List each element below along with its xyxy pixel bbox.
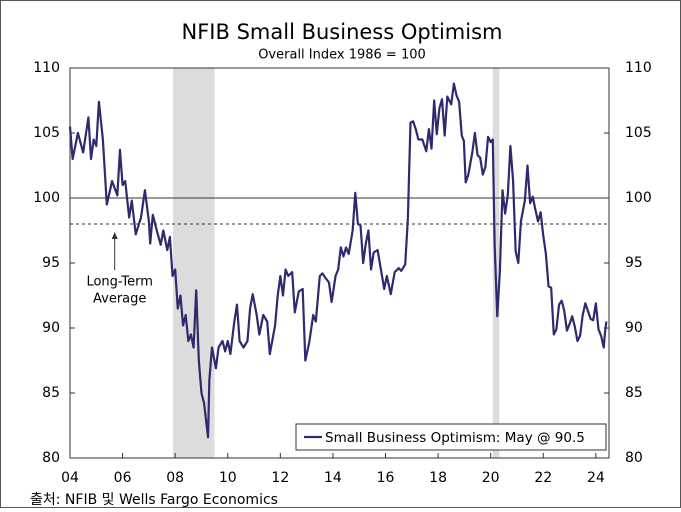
- y-tick-label: 110: [33, 60, 60, 76]
- legend-box: [295, 423, 607, 451]
- y-tick-label: 105: [33, 125, 60, 141]
- y-tick-label: 85: [42, 385, 60, 401]
- series-line: [68, 82, 608, 439]
- chart-subtitle: Overall Index 1986 = 100: [258, 48, 426, 63]
- x-tick-label: 10: [219, 470, 237, 486]
- x-tick-label: 06: [114, 470, 132, 486]
- x-tick-label: 24: [587, 470, 605, 486]
- annotation-arrowhead: [111, 232, 118, 239]
- annotation: Average: [93, 292, 146, 307]
- y2-tick-label: 85: [625, 385, 643, 401]
- x-tick-label: 20: [482, 470, 500, 486]
- y2-tick-label: 95: [625, 255, 643, 271]
- y2-tick-label: 80: [625, 450, 643, 466]
- x-tick-label: 12: [271, 470, 289, 486]
- x-tick-label: 14: [324, 470, 342, 486]
- source: 출처: NFIB 및 Wells Fargo Economics: [30, 492, 278, 508]
- y-tick-label: 80: [42, 450, 60, 466]
- y-tick-label: 90: [42, 320, 60, 336]
- x-tick-label: 22: [534, 470, 552, 486]
- x-tick-label: 16: [377, 470, 395, 486]
- y-tick-label: 95: [42, 255, 60, 271]
- chart-title: NFIB Small Business Optimism: [182, 20, 503, 44]
- y2-tick-label: 100: [625, 190, 652, 206]
- x-tick-label: 18: [429, 470, 447, 486]
- y2-tick-label: 105: [625, 125, 652, 141]
- annotation: Long-Term: [86, 275, 152, 290]
- y2-tick-label: 110: [625, 60, 652, 76]
- x-tick-label: 08: [166, 470, 184, 486]
- recession-band: [173, 68, 215, 458]
- x-tick-label: 04: [61, 470, 79, 486]
- y-tick-label: 100: [33, 190, 60, 206]
- legend: Small Business Optimism: May @ 90.5: [295, 423, 607, 451]
- y2-tick-label: 90: [625, 320, 643, 336]
- legend-label: Small Business Optimism: May @ 90.5: [325, 430, 585, 446]
